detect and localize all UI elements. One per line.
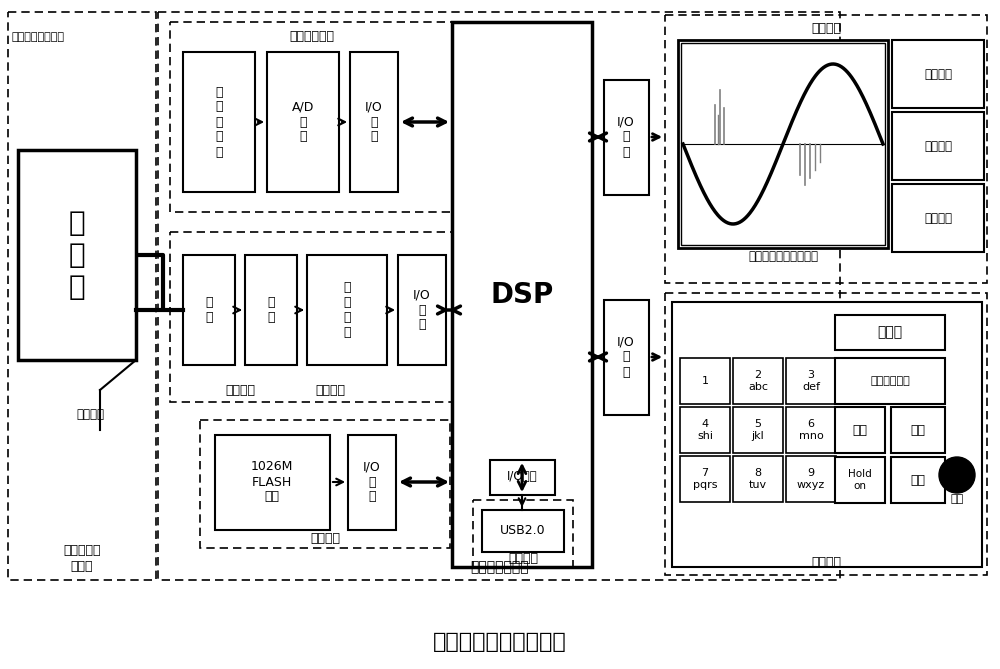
Text: 1026M
FLASH
闪存: 1026M FLASH 闪存	[251, 460, 293, 504]
Bar	[681, 43, 885, 245]
Bar	[350, 52, 398, 192]
Text: 4
shi: 4 shi	[697, 419, 713, 441]
Bar	[680, 456, 730, 502]
Text: 工频周期局部放电波形: 工频周期局部放电波形	[748, 250, 818, 262]
Bar	[200, 420, 450, 548]
Text: I/O
接
口: I/O 接 口	[365, 100, 383, 143]
Text: 严重程度: 严重程度	[924, 211, 952, 225]
Text: I/O
接
口: I/O 接 口	[617, 335, 635, 379]
Text: 内置特高频传感器: 内置特高频传感器	[12, 32, 65, 42]
Text: 传感器: 传感器	[71, 561, 93, 573]
Bar	[733, 358, 783, 404]
Bar	[786, 358, 836, 404]
Bar	[348, 435, 396, 530]
Bar	[215, 435, 330, 530]
Text: I/O扩口: I/O扩口	[507, 470, 537, 484]
Bar	[835, 315, 945, 350]
Bar	[473, 500, 573, 568]
Bar	[245, 255, 297, 365]
Text: 3
def: 3 def	[802, 370, 820, 392]
Bar	[665, 15, 987, 283]
Bar	[892, 112, 984, 180]
Text: 初始化: 初始化	[877, 325, 903, 339]
Text: 按键控制: 按键控制	[811, 557, 841, 569]
Bar	[891, 457, 945, 503]
Bar	[490, 460, 555, 495]
Text: USB2.0: USB2.0	[500, 524, 546, 537]
Text: 手持式特高频检测系统: 手持式特高频检测系统	[433, 632, 567, 652]
Bar	[786, 407, 836, 453]
Bar	[892, 184, 984, 252]
Bar	[604, 80, 649, 195]
Text: 6
mno: 6 mno	[799, 419, 823, 441]
Bar	[672, 302, 982, 567]
Bar	[680, 358, 730, 404]
Text: 滤
波: 滤 波	[267, 296, 275, 324]
Bar	[170, 22, 455, 212]
Text: 9
wxyz: 9 wxyz	[797, 468, 825, 490]
Bar	[307, 255, 387, 365]
Bar	[8, 12, 156, 580]
Text: 数据储存: 数据储存	[310, 531, 340, 545]
Bar	[665, 293, 987, 575]
Bar	[678, 40, 888, 248]
Bar	[835, 358, 945, 404]
Bar	[183, 52, 255, 192]
Bar	[18, 150, 136, 360]
Text: 2
abc: 2 abc	[748, 370, 768, 392]
Text: DSP: DSP	[490, 281, 554, 309]
Text: 1: 1	[702, 376, 708, 386]
Text: I/O
接
口: I/O 接 口	[363, 460, 381, 504]
Bar	[604, 300, 649, 415]
Text: 接口扩展: 接口扩展	[508, 551, 538, 565]
Text: 放
大: 放 大	[205, 296, 213, 324]
Bar	[835, 407, 885, 453]
Text: I/O
接
口: I/O 接 口	[617, 116, 635, 159]
Text: 信号处理: 信号处理	[225, 383, 255, 397]
Bar	[733, 456, 783, 502]
Text: 光
电
传
感
器: 光 电 传 感 器	[215, 86, 223, 159]
Text: Hold
on: Hold on	[848, 469, 872, 491]
Bar	[733, 407, 783, 453]
Bar	[398, 255, 446, 365]
Bar	[158, 12, 840, 580]
Text: 开
关
柜: 开 关 柜	[69, 209, 85, 302]
Text: 工频信号获取: 工频信号获取	[290, 29, 334, 43]
Text: 工频: 工频	[910, 423, 926, 436]
Bar	[452, 22, 592, 567]
Text: 信息显示: 信息显示	[811, 21, 841, 35]
Text: 单次: 单次	[852, 423, 868, 436]
Text: 手持式检测设备: 手持式检测设备	[471, 560, 529, 574]
Bar	[680, 407, 730, 453]
Bar	[891, 407, 945, 453]
Bar	[482, 510, 564, 552]
Text: 数据采集: 数据采集	[315, 383, 345, 397]
Bar	[170, 232, 455, 402]
Text: A/D
采
集: A/D 采 集	[292, 100, 314, 143]
Text: 存储: 存储	[910, 474, 926, 486]
Text: 8
tuv: 8 tuv	[749, 468, 767, 490]
Text: 电源: 电源	[950, 494, 964, 504]
Bar	[267, 52, 339, 192]
Bar	[183, 255, 235, 365]
Text: 放电类型: 放电类型	[924, 140, 952, 153]
Bar	[835, 457, 885, 503]
Text: 同轴电缆: 同轴电缆	[76, 409, 104, 421]
Circle shape	[939, 457, 975, 493]
Text: 数
据
采
集: 数 据 采 集	[343, 281, 351, 339]
Text: 7
pqrs: 7 pqrs	[693, 468, 717, 490]
Text: 5
jkl: 5 jkl	[752, 419, 764, 441]
Text: 设备信息录入: 设备信息录入	[870, 376, 910, 386]
Text: I/O
接
口: I/O 接 口	[413, 288, 431, 332]
Text: 内置特高频: 内置特高频	[63, 543, 101, 557]
Text: 最大幅值: 最大幅值	[924, 68, 952, 80]
Bar	[786, 456, 836, 502]
Bar	[892, 40, 984, 108]
